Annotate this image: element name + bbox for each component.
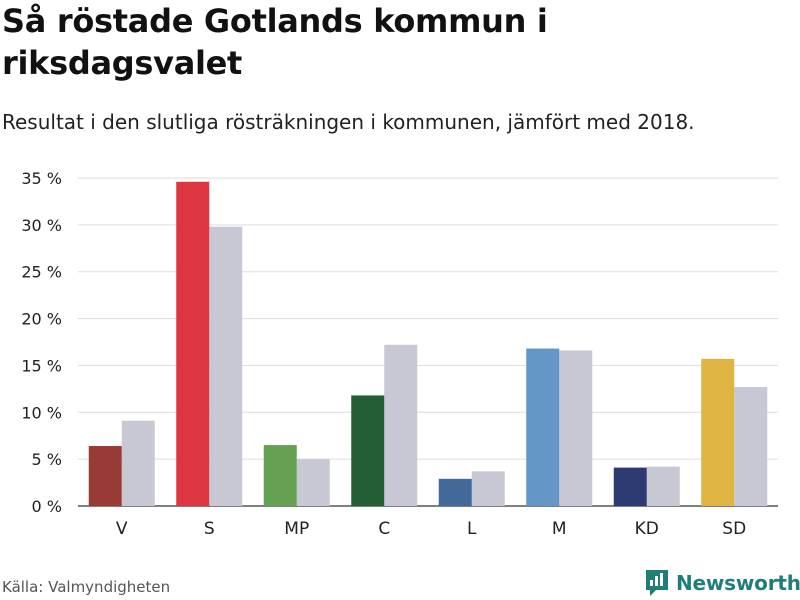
x-tick-label: V: [116, 519, 128, 539]
x-tick-label: S: [204, 519, 215, 539]
bar-2018-c: [384, 344, 418, 506]
y-tick-label: 30 %: [21, 216, 62, 235]
bar-2018-v: [121, 420, 155, 506]
x-tick-label: KD: [635, 519, 659, 539]
source-note: Källa: Valmyndigheten: [2, 578, 171, 596]
bar-2018-l: [471, 471, 505, 506]
bar-2022-kd: [613, 467, 647, 506]
y-tick-label: 25 %: [21, 263, 62, 282]
x-tick-label: MP: [284, 519, 309, 539]
newsworthy-logo-icon: [646, 570, 668, 596]
bar-2018-s: [209, 226, 243, 506]
y-tick-label: 20 %: [21, 310, 62, 329]
bar-2018-kd: [646, 466, 680, 506]
bar-chart: 0 % 5 % 10 % 15 % 20 % 25 % 30 % 35 % V S MP C L M KD S…: [21, 169, 778, 539]
bar-2022-c: [351, 395, 385, 506]
x-tick-label: C: [378, 519, 390, 539]
bar-2022-m: [526, 348, 560, 506]
y-tick-label: 10 %: [21, 403, 62, 422]
chart-title: Så röstade Gotlands kommun i riksdagsval…: [2, 2, 548, 82]
bar-2018-mp: [296, 459, 330, 506]
x-tick-label: M: [552, 519, 567, 539]
bar-2018-sd: [734, 386, 768, 506]
y-tick-label: 0 %: [32, 497, 62, 516]
y-tick-label: 5 %: [32, 450, 62, 469]
x-tick-label: SD: [722, 519, 746, 539]
bar-2022-sd: [701, 358, 735, 506]
bar-2022-v: [88, 446, 122, 506]
x-tick-label: L: [467, 519, 477, 539]
bar-2022-mp: [263, 445, 297, 506]
bar-2022-l: [438, 478, 472, 506]
brand-name: Newsworthy: [676, 571, 800, 595]
y-tick-label: 15 %: [21, 356, 62, 375]
y-tick-label: 35 %: [21, 169, 62, 188]
chart-subtitle: Resultat i den slutliga rösträkningen i …: [2, 110, 695, 134]
bar-2022-s: [176, 181, 210, 506]
brand-logo: Newsworthy: [644, 568, 800, 598]
bar-2018-m: [559, 350, 593, 506]
